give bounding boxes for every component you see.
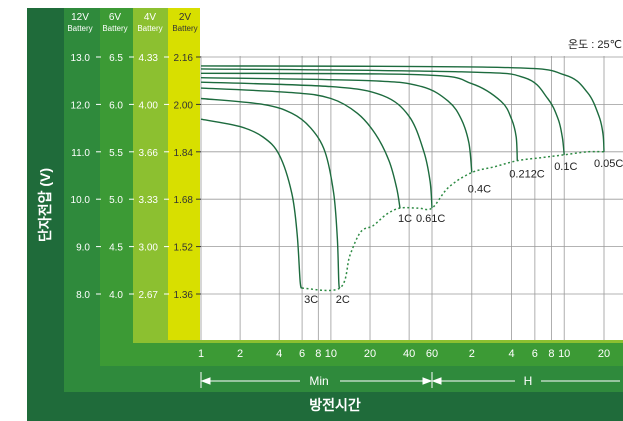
series-label: 2C (336, 294, 350, 306)
series-line (200, 72, 518, 161)
voltage-tick-label: 1.52 (174, 243, 194, 254)
x-tick-label: 6 (532, 348, 538, 360)
voltage-tick-label: 3.00 (139, 243, 159, 254)
voltage-tick-label: 10.0 (71, 195, 91, 206)
x-tick-label: 8 (548, 348, 554, 360)
hour-unit-label: H (524, 374, 533, 388)
voltage-tick-label: 9.0 (76, 243, 90, 254)
voltage-scale-header: Battery (137, 24, 162, 33)
voltage-tick-label: 1.68 (174, 195, 194, 206)
x-tick-label: 2 (469, 348, 475, 360)
series-label: 0.1C (554, 161, 577, 173)
series-label: 3C (304, 294, 318, 306)
voltage-tick-label: 6.0 (109, 100, 123, 111)
series-label: 0.61C (416, 213, 445, 225)
x-tick-label: 40 (403, 348, 415, 360)
plot-area (200, 8, 623, 340)
x-tick-label: 20 (598, 348, 610, 360)
series-label: 0.05C (594, 158, 623, 170)
series-line (200, 81, 433, 209)
series-label: 0.4C (468, 184, 491, 196)
voltage-scale-header: Battery (102, 24, 127, 33)
temperature-note: 온도 : 25℃ (568, 38, 622, 51)
voltage-scale-header: 6V (109, 12, 122, 23)
x-tick-label: 20 (364, 348, 376, 360)
voltage-tick-label: 12.0 (71, 100, 91, 111)
voltage-tick-label: 5.5 (109, 148, 123, 159)
x-tick-label: 4 (276, 348, 282, 360)
voltage-tick-label: 8.0 (76, 290, 90, 301)
voltage-tick-label: 11.0 (71, 148, 90, 159)
x-tick-label: 6 (299, 348, 305, 360)
x-tick-label: 10 (325, 348, 337, 360)
x-tick-label: 1 (198, 348, 204, 360)
x-tick-label: 8 (315, 348, 321, 360)
voltage-scale-header: Battery (172, 24, 197, 33)
voltage-tick-label: 3.66 (139, 148, 159, 159)
series-line (200, 97, 341, 289)
x-axis-title: 방전시간 (309, 397, 361, 413)
series-lines: 3C 2C 1C 0.61C 0.4C 0.212C 0.1C 0.05C (200, 65, 623, 306)
time-range-arrows (200, 372, 620, 388)
voltage-tick-label: 4.00 (139, 100, 159, 111)
series-line (200, 87, 401, 209)
voltage-tick-label: 4.0 (109, 290, 123, 301)
series-line (200, 118, 303, 289)
series-label: 0.212C (509, 169, 545, 181)
x-tick-label: 60 (426, 348, 438, 360)
voltage-scale-header: 4V (144, 12, 157, 23)
voltage-tick-label: 1.84 (174, 148, 194, 159)
y-axis-title: 단자전압 (V) (37, 168, 53, 242)
voltage-tick-label: 2.00 (174, 100, 194, 111)
voltage-tick-label: 13.0 (71, 53, 91, 64)
x-axis: 1 2 4 6 8 10 20 40 60 2 4 6 8 10 20 (198, 348, 610, 360)
grid (200, 56, 623, 340)
voltage-scale-header: 12V (71, 12, 89, 23)
voltage-tick-label: 6.5 (109, 53, 123, 64)
voltage-tick-label: 2.16 (174, 53, 194, 64)
x-tick-label: 4 (509, 348, 515, 360)
x-tick-label: 10 (558, 348, 570, 360)
voltage-tick-label: 5.0 (109, 195, 123, 206)
voltage-scale-header: 2V (179, 12, 192, 23)
series-line (200, 77, 473, 173)
series-line (200, 65, 605, 152)
series-line (200, 68, 565, 155)
voltage-tick-label: 4.5 (109, 243, 123, 254)
voltage-tick-label: 1.36 (174, 290, 194, 301)
voltage-scales: 12VBattery13.012.011.010.09.08.06VBatter… (67, 12, 201, 301)
voltage-tick-label: 4.33 (139, 53, 159, 64)
series-label: 1C (398, 213, 412, 225)
x-tick-label: 2 (237, 348, 243, 360)
voltage-tick-label: 3.33 (139, 195, 159, 206)
min-unit-label: Min (309, 374, 328, 388)
voltage-tick-label: 2.67 (139, 290, 159, 301)
voltage-scale-header: Battery (67, 24, 92, 33)
